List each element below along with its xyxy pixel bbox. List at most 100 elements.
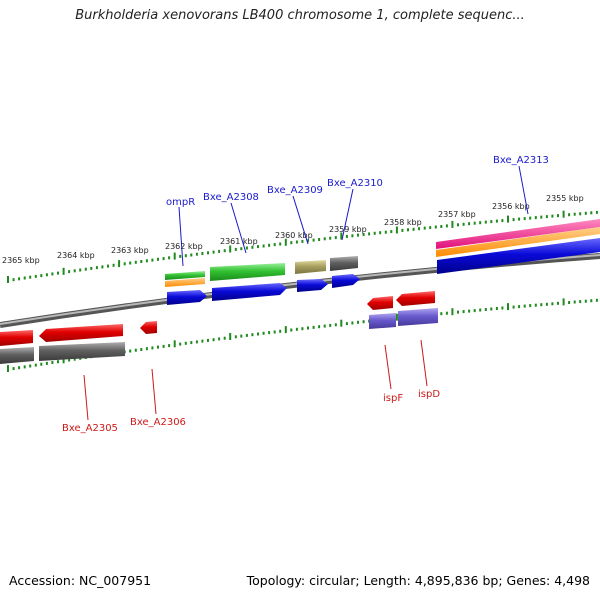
gene-label-Bxe_A2308[interactable]: Bxe_A2308 [203, 192, 259, 203]
ruler-tick [318, 238, 321, 241]
ruler-tick [245, 246, 248, 250]
gene-label-ompR[interactable]: ompR [166, 197, 195, 208]
ruler-tick [579, 300, 582, 304]
ruler-tick [373, 231, 376, 235]
ruler-tick [107, 264, 109, 268]
ruler-tick [29, 364, 32, 368]
ruler-tick [562, 298, 565, 306]
feature-cds-ompR[interactable] [167, 290, 207, 305]
feature-cds-Bxe_A2309[interactable] [297, 279, 328, 292]
gene-label-ispD[interactable]: ispD [418, 389, 440, 400]
ruler-tick [207, 338, 209, 342]
feature-cds-Bxe_A2313[interactable] [437, 238, 600, 274]
ruler-tick [518, 217, 521, 221]
feature-gene-Bxe_A2305-left[interactable] [0, 347, 34, 364]
ruler-tick [557, 301, 559, 305]
ruler-tick [251, 333, 254, 337]
ruler-tick [329, 236, 332, 240]
ruler-tick [273, 330, 276, 334]
ruler-tick [101, 265, 104, 269]
gene-label-Bxe_A2306[interactable]: Bxe_A2306 [130, 417, 186, 428]
ruler-tick [279, 242, 282, 246]
feature-cds-Bxe_A2306[interactable] [140, 321, 157, 334]
top-strand-features [165, 219, 600, 305]
ruler-tick [34, 274, 37, 278]
ruler-tick [395, 226, 398, 234]
feature-cds-Bxe_A2310[interactable] [332, 274, 360, 288]
ruler-tick [23, 365, 26, 369]
ruler-tick [312, 238, 315, 242]
ruler-tick [284, 238, 287, 246]
feature-gene-ompR[interactable] [165, 271, 205, 280]
ruler-tick [240, 334, 243, 338]
ruler-tick [173, 252, 176, 260]
ruler-tick [357, 233, 359, 237]
gene-label-Bxe_A2313[interactable]: Bxe_A2313 [493, 155, 549, 166]
ruler-tick [329, 323, 332, 327]
ruler-tick [284, 326, 287, 334]
feature-gene-ispD[interactable] [398, 308, 438, 326]
accession-text: Accession: NC_007951 [9, 573, 152, 588]
ruler-tick [68, 270, 71, 274]
ruler-tick [118, 260, 121, 268]
ruler-tick [184, 341, 187, 345]
gene-label-Bxe_A2310[interactable]: Bxe_A2310 [327, 178, 383, 189]
ruler-tick [212, 250, 215, 254]
feature-gene-Bxe_A2308[interactable] [210, 263, 285, 281]
ruler-tick [501, 306, 504, 310]
ruler-tick [518, 305, 521, 309]
ruler-tick [445, 224, 448, 228]
feature-gene-Bxe_A2310[interactable] [330, 256, 358, 271]
ruler-tick [345, 322, 348, 326]
ruler-tick [195, 340, 198, 344]
ruler-tick [495, 219, 498, 223]
ruler-tick [290, 241, 293, 245]
ruler-tick [140, 260, 143, 263]
ruler-tick [129, 349, 132, 353]
summary-text: Topology: circular; Length: 4,895,836 bp… [246, 573, 590, 588]
ruler-tick [51, 361, 54, 364]
gene-label-Bxe_A2305[interactable]: Bxe_A2305 [62, 423, 118, 434]
ruler-tick [523, 304, 526, 308]
gene-label-ispF[interactable]: ispF [383, 393, 403, 404]
ruler-tick [234, 335, 237, 339]
ruler-tick [140, 348, 143, 351]
ruler-tick [84, 267, 87, 271]
ruler-tick [295, 327, 298, 331]
feature-gene-Bxe_A2313[interactable] [436, 219, 600, 249]
ruler-tick [590, 211, 593, 215]
feature-cds-ispF[interactable] [367, 296, 393, 310]
feature-mrna-ompR[interactable] [165, 278, 205, 287]
feature-gene-Bxe_A2309[interactable] [295, 260, 326, 274]
ruler-tick [134, 260, 137, 264]
ruler-tick [568, 301, 571, 304]
feature-cds-ispD[interactable] [396, 291, 435, 306]
ruler-tick [573, 300, 576, 304]
ruler-tick [301, 239, 304, 243]
ruler-tick [134, 348, 137, 352]
feature-gene-ispF[interactable] [369, 313, 396, 329]
ruler-tick [18, 366, 21, 370]
ruler-tick [45, 361, 48, 365]
ruler-tick [262, 331, 265, 335]
ruler-tick [395, 313, 398, 321]
feature-gene-Bxe_A2305[interactable] [39, 342, 125, 361]
ruler-label: 2358 kbp [384, 218, 422, 227]
ruler-tick [507, 215, 509, 223]
ruler-tick [368, 232, 371, 236]
ruler-ticks-top [7, 210, 598, 283]
map-title: Burkholderia xenovorans LB400 chromosome… [75, 8, 525, 23]
feature-cds-Bxe_A2308[interactable] [212, 283, 287, 301]
feature-mrna-Bxe_A2313[interactable] [436, 227, 600, 257]
ruler-tick [129, 261, 132, 265]
ruler-tick [579, 212, 582, 216]
ruler-tick [195, 252, 198, 256]
feature-cds-Bxe_A2305-left[interactable] [0, 330, 33, 346]
ruler-tick [568, 213, 571, 217]
gene-label-Bxe_A2309[interactable]: Bxe_A2309 [267, 185, 323, 196]
feature-cds-Bxe_A2305[interactable] [39, 324, 123, 342]
ruler-tick [7, 365, 9, 372]
ruler-tick [12, 367, 15, 371]
ruler-tick [440, 312, 443, 316]
